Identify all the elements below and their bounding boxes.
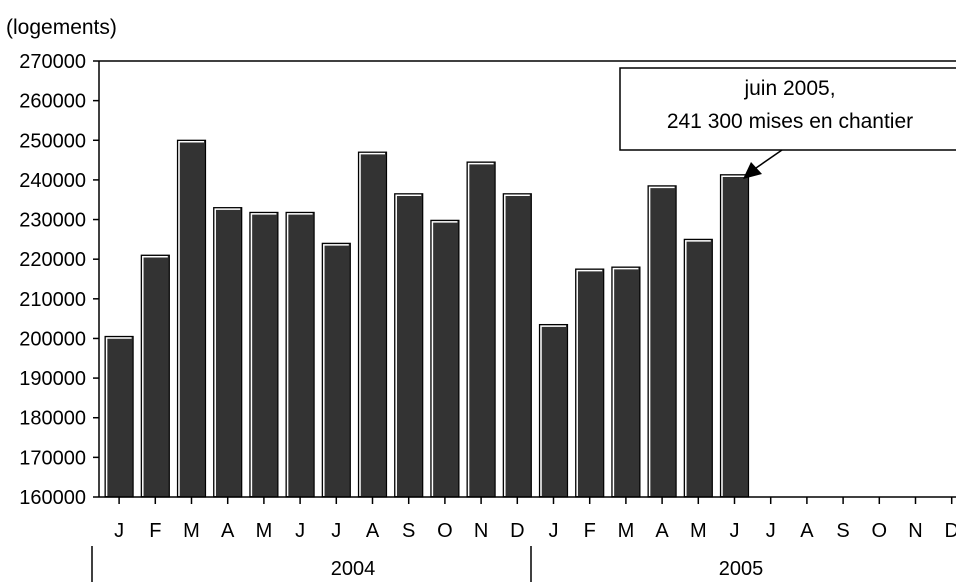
x-tick-label: S — [402, 520, 415, 542]
year-group-label: 2005 — [719, 558, 764, 580]
bar — [140, 254, 170, 498]
x-tick-label: M — [690, 520, 707, 542]
x-tick-label: M — [256, 520, 273, 542]
bar-highlight — [359, 152, 385, 496]
y-tick-label: 190000 — [19, 368, 86, 390]
annotation-line-2: 241 300 mises en chantier — [667, 110, 913, 133]
bar-highlight — [178, 141, 204, 496]
y-tick-label: 200000 — [19, 328, 86, 350]
bars-layer — [104, 139, 750, 498]
y-unit-label: (logements) — [6, 16, 117, 39]
bar — [647, 185, 677, 498]
bar — [285, 211, 315, 498]
y-axis: 270000 260000 250000 240000 230000 220000 2100… — [19, 51, 956, 509]
y-tick-label: 220000 — [19, 249, 86, 271]
x-tick-label: O — [437, 520, 453, 542]
bar-highlight — [431, 221, 458, 496]
bar-highlight — [286, 213, 313, 496]
year-group-label: 2004 — [331, 558, 376, 580]
y-tick-label: 170000 — [19, 447, 86, 469]
bar-highlight — [721, 175, 747, 496]
x-tick-label: J — [730, 520, 740, 542]
bar-highlight — [323, 244, 349, 496]
bar-highlight — [540, 325, 566, 496]
bar — [683, 238, 713, 498]
bar — [611, 266, 641, 498]
y-tick-label: 180000 — [19, 408, 86, 430]
x-tick-label: J — [766, 520, 776, 542]
bar-highlight — [648, 186, 675, 496]
x-tick-label: D — [944, 520, 956, 542]
bar — [430, 219, 460, 498]
x-tick-label: J — [331, 520, 341, 542]
bar-highlight — [142, 255, 168, 496]
bar — [357, 151, 388, 498]
bar-highlight — [504, 194, 530, 496]
bar-highlight — [467, 162, 494, 496]
bar — [249, 211, 279, 498]
bar-highlight — [250, 213, 277, 496]
x-tick-label: A — [655, 520, 669, 542]
bar — [321, 242, 351, 498]
bar — [176, 139, 207, 498]
x-tick-label: S — [836, 520, 849, 542]
x-tick-label: N — [908, 520, 922, 542]
bar — [719, 174, 750, 498]
bar — [466, 161, 496, 498]
bar — [502, 193, 532, 498]
bar-highlight — [576, 269, 603, 496]
x-tick-label: F — [149, 520, 161, 542]
x-tick-label: A — [221, 520, 235, 542]
annotation: juin 2005, 241 300 mises en chantier — [619, 67, 956, 179]
y-tick-label: 210000 — [19, 289, 86, 311]
x-tick-label: M — [618, 520, 635, 542]
bar-highlight — [214, 208, 241, 496]
x-tick-label: J — [549, 520, 559, 542]
x-tick-label: J — [295, 520, 305, 542]
y-tick-label: 240000 — [19, 170, 86, 192]
bar — [394, 193, 424, 498]
bar-highlight — [395, 194, 422, 496]
y-tick-label: 260000 — [19, 91, 86, 113]
bar — [575, 268, 605, 498]
x-tick-label: N — [474, 520, 488, 542]
y-tick-label: 250000 — [19, 130, 86, 152]
x-tick-label: A — [366, 520, 380, 542]
y-tick-label: 270000 — [19, 51, 86, 73]
x-tick-label: M — [183, 520, 200, 542]
bar — [213, 207, 243, 498]
year-groups: 2004 2005 — [91, 546, 764, 582]
x-tick-label: J — [114, 520, 124, 542]
x-tick-label: O — [872, 520, 888, 542]
x-tick-label: D — [510, 520, 524, 542]
x-tick-label: A — [800, 520, 814, 542]
bar — [104, 335, 134, 498]
annotation-arrow-line — [755, 149, 783, 169]
annotation-line-1: juin 2005, — [743, 77, 835, 100]
annotation-box — [619, 67, 956, 151]
bar-highlight — [105, 337, 132, 496]
bar — [538, 323, 569, 498]
y-tick-label: 160000 — [19, 487, 86, 509]
bar-highlight — [685, 240, 711, 496]
x-tick-label: F — [584, 520, 596, 542]
y-tick-label: 230000 — [19, 210, 86, 232]
annotation-arrow-head — [743, 162, 762, 179]
bar-highlight — [612, 267, 639, 496]
